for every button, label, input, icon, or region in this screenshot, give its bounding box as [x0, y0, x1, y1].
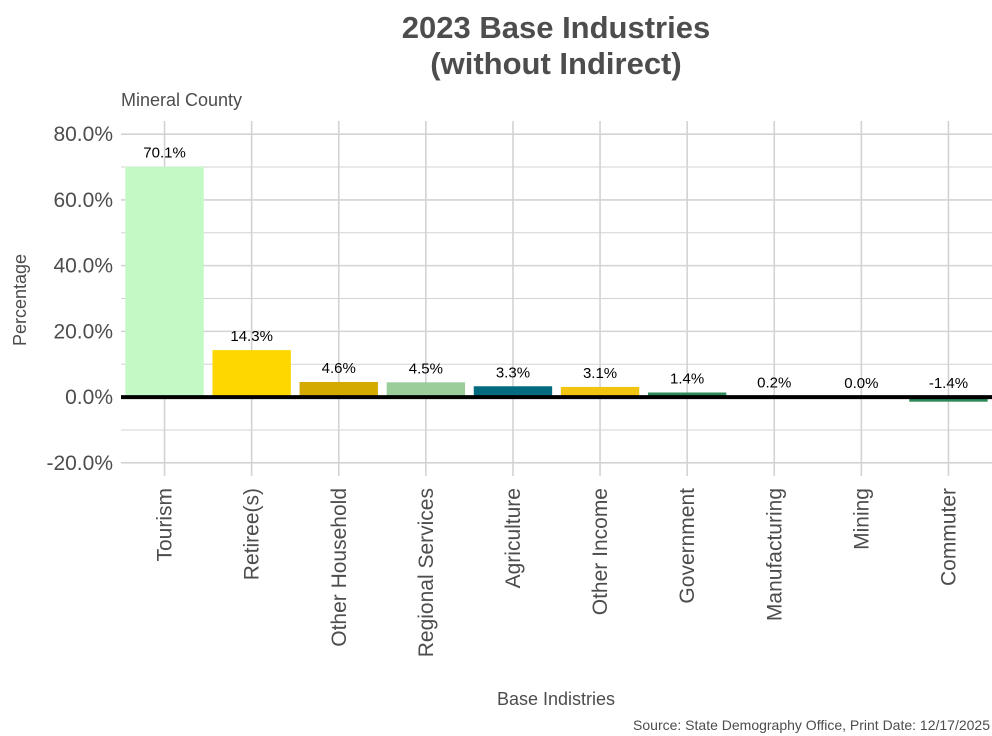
- bar: [473, 386, 553, 398]
- bar-value-label: 3.3%: [496, 364, 530, 381]
- bar-value-label: 0.2%: [757, 374, 791, 391]
- bar: [647, 392, 727, 398]
- bar-value-label: 0.0%: [844, 375, 878, 392]
- x-tick-label: Commuter: [937, 488, 960, 586]
- x-tick-label: Tourism: [154, 488, 177, 562]
- chart-title: 2023 Base Industries (without Indirect): [402, 10, 710, 81]
- x-axis-label: Base Indistries: [497, 689, 615, 709]
- bar: [386, 382, 466, 398]
- y-tick-label: 0.0%: [65, 386, 113, 409]
- x-tick-label: Government: [676, 488, 699, 604]
- bar: [125, 166, 204, 398]
- y-tick-label: -20.0%: [46, 452, 113, 475]
- bar-value-label: 70.1%: [143, 145, 186, 162]
- x-tick-label: Manufacturing: [763, 488, 786, 621]
- bar-value-label: 1.4%: [670, 371, 704, 388]
- bar: [299, 381, 378, 398]
- y-axis-label: Percentage: [10, 254, 30, 346]
- plot-panel: 70.1% 14.3% 4.6% 4.5% 3.3% 3.1% 1.4% 0.2% 0.0% -1…: [121, 121, 992, 476]
- y-tick-label: 20.0%: [53, 320, 113, 343]
- bar-value-label: 4.5%: [409, 360, 443, 377]
- y-tick-label: 40.0%: [53, 255, 113, 278]
- chart-title-line-1: 2023 Base Industries: [402, 10, 710, 45]
- chart-caption: Source: State Demography Office, Print D…: [633, 717, 990, 733]
- bar-value-label: 4.6%: [322, 360, 356, 377]
- x-tick-label: Other Household: [328, 488, 351, 647]
- y-tick-label: 80.0%: [53, 123, 113, 146]
- bar: [909, 397, 988, 402]
- bar-value-label: -1.4%: [929, 375, 968, 392]
- chart-subtitle: Mineral County: [121, 90, 242, 110]
- y-tick-label: 60.0%: [53, 189, 113, 212]
- x-tick-label: Other Income: [589, 488, 612, 615]
- bar-value-label: 14.3%: [230, 328, 273, 345]
- bar: [560, 386, 640, 398]
- x-tick-label: Mining: [850, 488, 873, 550]
- bar: [212, 350, 291, 398]
- x-tick-label: Retiree(s): [241, 488, 264, 580]
- x-tick-label: Agriculture: [502, 488, 525, 588]
- x-tick-label: Regional Services: [415, 488, 438, 657]
- bar-value-label: 3.1%: [583, 365, 617, 382]
- chart-title-line-2: (without Indirect): [430, 46, 681, 81]
